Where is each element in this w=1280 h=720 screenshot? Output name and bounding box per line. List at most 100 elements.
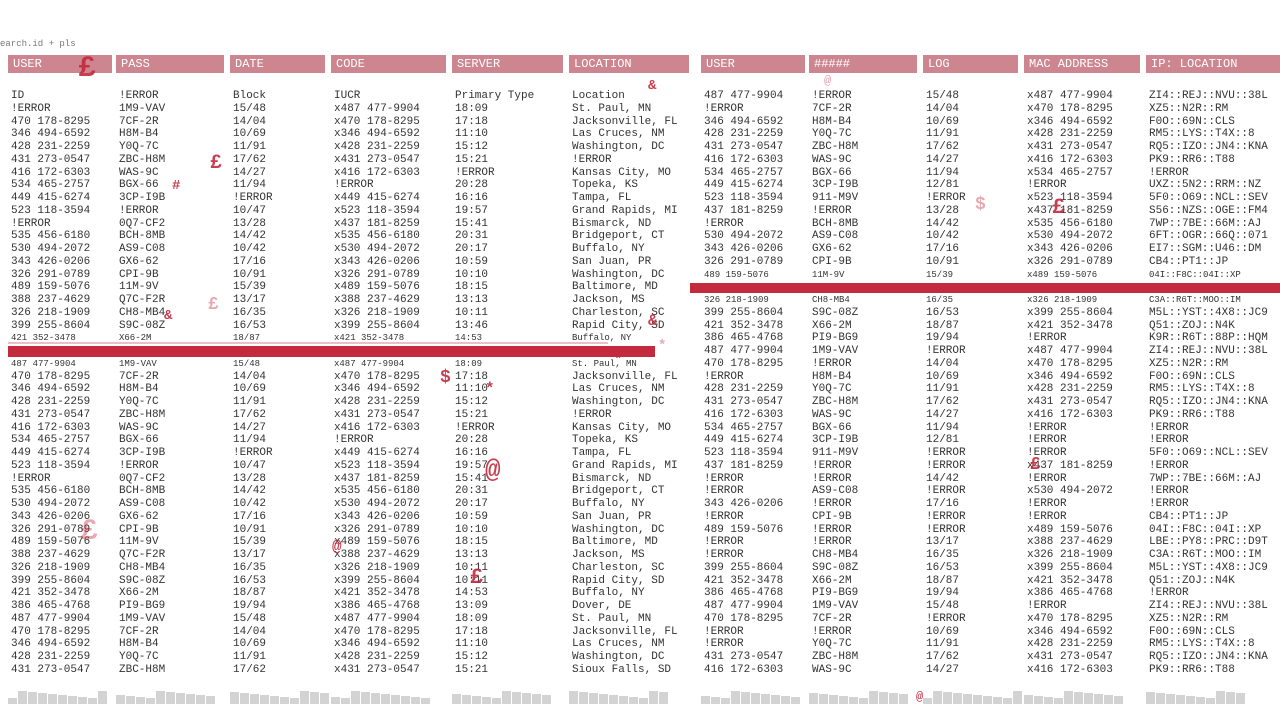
glitch-band <box>690 283 1280 293</box>
table-cell: 14/27 <box>233 166 267 179</box>
table-cell: Topeka, KS <box>572 434 639 447</box>
table-cell: 16:16 <box>455 192 489 204</box>
table-cell: BCH-8MB <box>812 217 859 230</box>
table-cell: CPI-9B <box>812 510 852 523</box>
table-cell: 14/04 <box>926 102 960 115</box>
table-cell: 16/53 <box>233 319 267 332</box>
table-cell: 17/62 <box>926 396 960 408</box>
table-cell: !ERROR <box>1027 434 1067 447</box>
column-header: USER <box>8 55 112 73</box>
table-cell: 11:10 <box>455 383 489 396</box>
table-cell: 11/91 <box>926 128 960 141</box>
glitch-glyph: @ <box>916 690 924 704</box>
table-cell: CH8-MB4 <box>119 561 166 574</box>
table-cell: 3CP-I9B <box>119 447 166 459</box>
table-cell: Y0Q-7C <box>812 383 852 396</box>
table-cell: x428 231-2259 <box>334 651 420 663</box>
table-cell: Y0Q-7C <box>812 638 852 651</box>
table-cell: Rapid City, SD <box>572 319 665 332</box>
table-cell: x346 494-6592 <box>334 383 420 396</box>
table-cell: !ERROR <box>233 192 273 204</box>
table-cell: x343 426-0206 <box>334 510 420 523</box>
table-cell: 11/94 <box>926 166 960 179</box>
table-cell: !ERROR <box>704 472 744 485</box>
table-cell: !ERROR <box>704 217 744 230</box>
table-cell: 10:10 <box>455 268 489 281</box>
table-cell: Las Cruces, NM <box>572 128 665 141</box>
table-cell: Las Cruces, NM <box>572 383 665 396</box>
table-cell: 14/27 <box>926 408 960 421</box>
table-cell: 489 159-5076 <box>704 269 769 280</box>
table-cell: 431 273-0547 <box>11 153 91 166</box>
table-cell: 17/62 <box>233 663 267 676</box>
table-cell: 326 218-1909 <box>11 306 91 319</box>
table-cell: !ERROR <box>926 523 966 536</box>
table-cell: 15:12 <box>455 651 489 663</box>
table-cell: 911-M9V <box>812 447 859 459</box>
table-cell: 326 218-1909 <box>11 561 91 574</box>
table-cell: !ERROR <box>11 102 51 115</box>
table-cell: 530 494-2072 <box>11 243 91 255</box>
table-cell: x535 456-6180 <box>334 230 420 243</box>
table-cell: K9R::R6T::88P::HQM <box>1149 332 1268 345</box>
table-cell: 16/35 <box>233 306 267 319</box>
glitch-band <box>8 342 608 344</box>
table-cell: x421 352-3478 <box>1027 574 1113 587</box>
table-cell: GX6-62 <box>812 243 852 255</box>
table-cell: Block <box>233 90 267 102</box>
table-cell: !ERROR <box>926 485 966 498</box>
table-cell: EI7::SGM::U46::DM <box>1149 243 1262 255</box>
table-cell: 15:41 <box>455 217 489 230</box>
table-cell: x489 159-5076 <box>334 536 420 549</box>
table-cell: 10/47 <box>233 459 267 472</box>
table-cell: S9C-08Z <box>119 574 166 587</box>
table-cell: S9C-08Z <box>812 306 859 319</box>
table-cell: 523 118-3594 <box>704 192 784 204</box>
table-cell: 6FT::OGR::66Q::071 <box>1149 230 1268 243</box>
table-cell: 18/87 <box>926 574 960 587</box>
table-cell: 17:18 <box>455 370 489 383</box>
table-cell: F0O::69N::CLS <box>1149 115 1235 128</box>
table-cell: Buffalo, NY <box>572 498 645 510</box>
table-cell: 11/91 <box>926 383 960 396</box>
table-cell: 19/94 <box>233 600 267 612</box>
table-cell: XZ5::N2R::RM <box>1149 612 1229 625</box>
table-cell: 10/47 <box>233 204 267 217</box>
table-cell: 416 172-6303 <box>704 153 784 166</box>
table-cell: !ERROR <box>704 536 744 549</box>
table-cell: x530 494-2072 <box>1027 485 1113 498</box>
table-cell: 20:28 <box>455 179 489 192</box>
table-cell: x470 178-8295 <box>334 370 420 383</box>
table-cell: S9C-08Z <box>812 561 859 574</box>
table-cell: Tampa, FL <box>572 447 632 459</box>
table-cell: 17/16 <box>926 498 960 510</box>
table-cell: 10:59 <box>455 510 489 523</box>
table-cell: x399 255-8604 <box>334 319 420 332</box>
table-cell: 15/48 <box>233 358 261 369</box>
table-cell: ZBC-H8M <box>119 153 166 166</box>
table-cell: !ERROR <box>704 370 744 383</box>
table-cell: 13/28 <box>233 217 267 230</box>
glitch-glyph: & <box>648 78 657 94</box>
table-cell: 11:10 <box>455 128 489 141</box>
table-cell: 15/48 <box>926 90 960 102</box>
table-cell: x489 159-5076 <box>1027 269 1098 280</box>
table-cell: WAS-9C <box>119 421 159 434</box>
table-cell: 326 291-0789 <box>11 523 91 536</box>
table-cell: !ERROR <box>812 625 852 638</box>
table-cell: WAS-9C <box>119 166 159 179</box>
table-cell: Jackson, MS <box>572 294 645 306</box>
table-cell: 19/94 <box>926 332 960 345</box>
table-cell: Q7C-F2R <box>119 294 166 306</box>
table-cell: 15/48 <box>233 102 267 115</box>
table-cell: 431 273-0547 <box>11 408 91 421</box>
table-cell: 530 494-2072 <box>704 230 784 243</box>
table-cell: 428 231-2259 <box>11 396 91 408</box>
glitch-glyph: * <box>485 380 495 398</box>
table-cell: x470 178-8295 <box>1027 102 1113 115</box>
table-cell: 19:57 <box>455 204 489 217</box>
table-cell: 523 118-3594 <box>11 204 91 217</box>
table-cell: 19:57 <box>455 459 489 472</box>
table-cell: 489 159-5076 <box>704 523 784 536</box>
table-cell: !ERROR <box>455 421 495 434</box>
